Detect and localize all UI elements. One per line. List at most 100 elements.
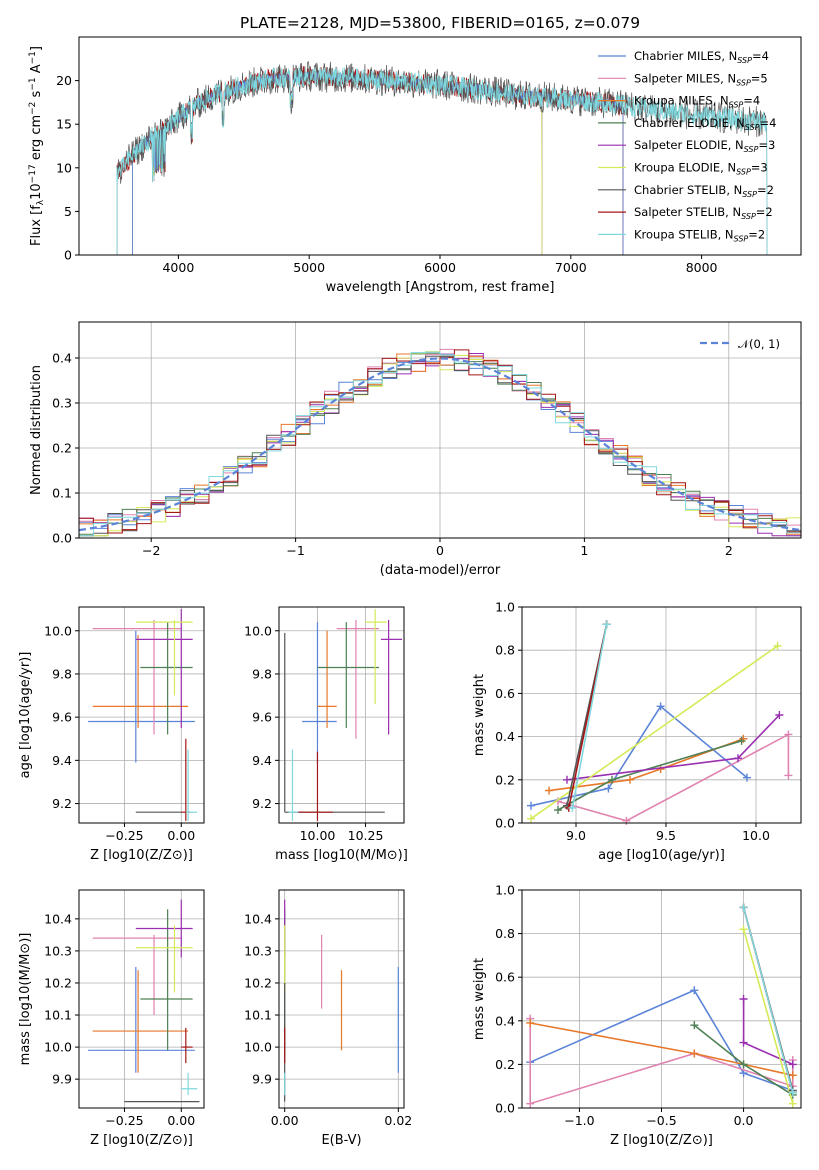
age-vs-metallicity-panel: −0.25 0.00 9.2 9.4 9.6 9.8 10.0 Z [log10(Z/Z⊙)]… [18, 606, 205, 863]
y-axis-label: mass [log10(M/M⊙)] [18, 933, 33, 1066]
x-axis-label: Z [log10(Z/Z⊙)] [90, 1133, 193, 1148]
y-axis-label: age [log10(age/yr)] [18, 652, 33, 779]
y-tick-label: 10.1 [44, 1008, 72, 1023]
legend-label-kroupa-miles: Kroupa MILES, NSSP=4 [634, 94, 760, 110]
x-tick-label: −0.5 [646, 1113, 676, 1128]
y-axis-label: mass weight [472, 674, 487, 756]
series-line-salpeter-miles [557, 733, 790, 822]
y-tick-label: 10 [56, 160, 72, 175]
x-tick-label: −0.25 [105, 828, 143, 843]
mass-weight-vs-age-panel: 9.0 9.5 10.0 0.0 0.2 0.4 0.6 0.8 1.0 age [log10(a… [472, 600, 802, 863]
x-tick-label: 6000 [424, 260, 456, 275]
legend-label-chabrier-miles: Chabrier MILES, NSSP=4 [634, 49, 769, 65]
y-tick-label: 9.2 [52, 796, 72, 811]
y-tick-label: 0.6 [495, 686, 515, 701]
x-axis-label: wavelength [Angstrom, rest frame] [326, 280, 555, 295]
y-tick-label: 0.0 [52, 531, 72, 546]
x-tick-label: 7000 [555, 260, 587, 275]
legend-gaussian-label: 𝒩(0, 1) [738, 337, 780, 351]
series-marker-salpeter-elodie [563, 775, 571, 784]
x-axis-label: age [log10(age/yr)] [598, 848, 725, 863]
y-tick-label: 0.8 [495, 926, 515, 941]
series-marker-salpeter-miles [784, 771, 793, 780]
x-tick-label: 8000 [686, 260, 718, 275]
series-line-kroupa-stelib [571, 624, 608, 809]
x-tick-label: 10.25 [348, 828, 384, 843]
y-tick-label: 1.0 [495, 883, 515, 898]
y-tick-label: 20 [56, 73, 72, 88]
y-tick-label: 0.0 [495, 816, 515, 831]
series-marker-chabrier-elodie [739, 1060, 748, 1069]
y-tick-label: 10.3 [244, 943, 272, 958]
x-tick-label: 0.0 [734, 1113, 754, 1128]
y-tick-label: 10.0 [244, 623, 272, 638]
spectrum-panel: 4000 5000 6000 7000 8000 0 5 10 15 20 wavelength [… [28, 36, 802, 295]
axes-frame [521, 606, 802, 824]
series-marker-salpeter-elodie [739, 1038, 748, 1047]
series-marker-chabrier-elodie [737, 736, 746, 745]
x-tick-label: 0.02 [384, 1113, 412, 1128]
x-tick-label: 1 [580, 543, 588, 558]
y-tick-label: 9.2 [252, 796, 272, 811]
series-marker-chabrier-miles [690, 986, 699, 995]
figure-title: PLATE=2128, MJD=53800, FIBERID=0165, z=0… [240, 14, 640, 32]
series-marker-chabrier-miles [604, 784, 613, 793]
x-tick-label: 2 [725, 543, 733, 558]
legend-label-salpeter-stelib: Salpeter STELIB, NSSP=2 [634, 205, 773, 221]
x-axis-label: mass [log10(M/M⊙)] [275, 848, 408, 863]
series-marker-kroupa-miles [545, 786, 553, 795]
series-marker-kroupa-stelib [602, 620, 611, 629]
series-marker-kroupa-elodie [527, 814, 535, 823]
series-marker-kroupa-miles [690, 1049, 699, 1058]
series-line-kroupa-stelib [742, 907, 794, 1093]
x-tick-label: 4000 [162, 260, 194, 275]
axes-frame [78, 889, 205, 1109]
series-line-kroupa-miles [530, 1022, 793, 1077]
y-tick-label: 0.0 [495, 1101, 515, 1116]
y-tick-label: 0.2 [495, 1057, 515, 1072]
y-tick-label: 0.4 [495, 729, 515, 744]
series-marker-kroupa-miles [526, 1018, 535, 1027]
axes-frame [78, 606, 205, 824]
y-tick-label: 9.6 [252, 710, 272, 725]
series-marker-kroupa-elodie [739, 925, 748, 934]
series-line-salpeter-elodie [742, 999, 794, 1066]
residual-histogram-panel: −2 −1 0 1 2 0.0 0.1 0.2 0.3 0.4 (data-model)/error… [29, 321, 802, 578]
spectrum-line-kroupa-stelib [116, 66, 768, 255]
legend-label-chabrier-elodie: Chabrier ELODIE, NSSP=4 [634, 116, 776, 132]
series-marker-kroupa-stelib [739, 903, 748, 912]
y-tick-label: 10.2 [244, 975, 272, 990]
y-axis-label: mass weight [472, 958, 487, 1040]
y-tick-label: 9.4 [52, 753, 72, 768]
y-tick-label: 9.6 [52, 710, 72, 725]
age-vs-mass-panel: 10.00 10.25 9.2 9.4 9.6 9.8 10.0 mass [log10(M/… [244, 606, 408, 863]
axes-frame [278, 889, 405, 1109]
y-tick-label: 0.2 [495, 772, 515, 787]
x-tick-label: −1 [286, 543, 304, 558]
y-tick-label: 0.3 [52, 396, 72, 411]
x-tick-label: 0 [436, 543, 444, 558]
mass-vs-metallicity-panel: −0.25 0.00 9.9 10.0 10.1 10.2 10.3 10.4 Z [log10… [18, 889, 205, 1148]
series-marker-chabrier-miles [743, 773, 751, 782]
hist-step-kroupa-stelib [79, 351, 801, 537]
y-tick-label: 10.4 [244, 911, 272, 926]
series-marker-chabrier-miles [656, 702, 665, 711]
x-axis-label: (data-model)/error [380, 563, 501, 578]
series-marker-salpeter-elodie [734, 754, 742, 763]
x-tick-label: 0.00 [167, 1113, 195, 1128]
y-tick-label: 0 [64, 248, 72, 263]
x-tick-label: 9.5 [656, 828, 676, 843]
y-tick-label: 10.0 [44, 1040, 72, 1055]
x-tick-label: 9.0 [566, 828, 586, 843]
y-tick-label: 10.2 [44, 975, 72, 990]
x-tick-label: 10.0 [742, 828, 770, 843]
series-line-chabrier-miles [530, 705, 748, 807]
x-tick-label: −2 [142, 543, 160, 558]
series-line-kroupa-miles [548, 738, 744, 792]
series-marker-salpeter-miles [622, 816, 631, 825]
series-marker-kroupa-stelib [788, 1088, 797, 1097]
x-tick-label: 5000 [293, 260, 325, 275]
y-tick-label: 10.0 [244, 1040, 272, 1055]
series-marker-salpeter-miles [784, 730, 793, 739]
mass-vs-extinction-panel: 0.00 0.02 9.9 10.0 10.1 10.2 10.3 10.4 E(B-V) [244, 889, 412, 1148]
